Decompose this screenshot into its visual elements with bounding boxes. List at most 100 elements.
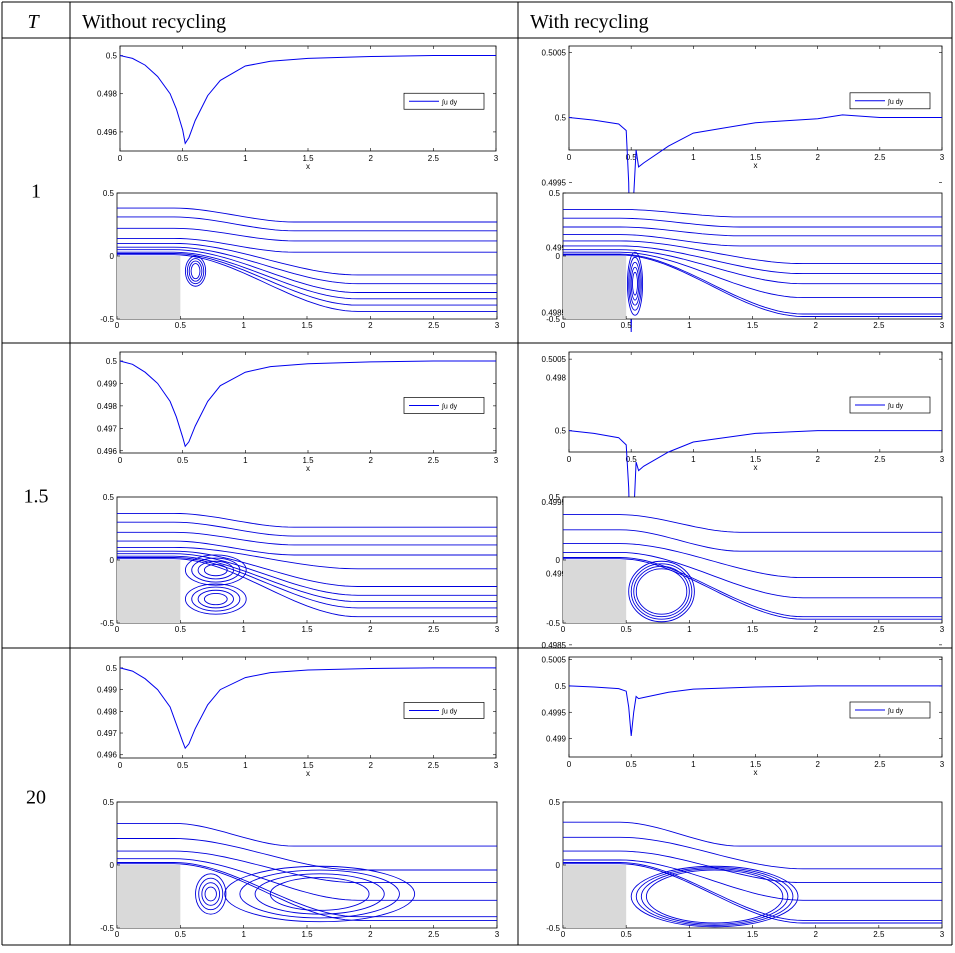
streamline [117, 555, 497, 603]
x-tick-label: 3 [494, 761, 499, 770]
legend-box [403, 92, 485, 110]
x-tick-label: 2 [815, 153, 820, 162]
y-tick-label: 0.496 [97, 128, 118, 137]
x-tick-label: 0 [118, 761, 123, 770]
vortex-loop [632, 271, 638, 296]
streamline [563, 251, 942, 299]
vortex-loop [254, 873, 385, 915]
streamline [563, 249, 942, 285]
x-tick-label: 0 [115, 930, 120, 939]
x-tick-label: 0.5 [621, 930, 633, 939]
x-tick-label: 0 [118, 154, 123, 163]
x-tick-label: 1 [691, 760, 696, 769]
y-tick-label: 0.5005 [542, 355, 567, 364]
x-tick-label: 2.5 [428, 930, 440, 939]
x-tick-label: 3 [940, 455, 945, 464]
y-tick-label: -0.5 [546, 315, 560, 324]
vortex-loop [203, 563, 228, 577]
x-tick-label: 2.5 [873, 625, 885, 634]
legend-label: ∫u dy [441, 99, 458, 106]
recirculation-zone [626, 251, 644, 316]
x-tick-label: 0.5 [175, 625, 187, 634]
y-tick-label: 0 [110, 252, 115, 261]
streamline [563, 253, 942, 315]
x-tick-label: 0.5 [621, 321, 633, 330]
y-tick-label: 0.497 [97, 729, 118, 738]
vortex-loop [197, 560, 234, 580]
x-tick-label: 0.5 [626, 760, 638, 769]
x-tick-label: 2 [368, 456, 373, 465]
vortex-loop [203, 592, 228, 606]
x-tick-label: 1.5 [750, 760, 762, 769]
x-tick-label: 2 [815, 760, 820, 769]
streamline [117, 546, 497, 570]
streamline [117, 216, 497, 232]
streamline [563, 240, 942, 265]
y-tick-label: 0 [110, 861, 115, 870]
recirculation-zone [184, 554, 247, 615]
x-tick-label: 1.5 [750, 153, 762, 162]
y-tick-label: -0.5 [100, 619, 114, 628]
line-plot: 0 0.5 1 1.5 2 2.5 3 x 0.499 0.4995 0.5 0.5005 ∫u dy [542, 656, 945, 777]
streamline [117, 512, 497, 528]
vortex-loop [188, 260, 203, 282]
streamline [563, 551, 942, 599]
legend-label: ∫u dy [441, 708, 458, 715]
y-tick-label: 0 [556, 556, 561, 565]
legend-box [403, 397, 485, 414]
y-tick-label: 0.5 [549, 189, 561, 198]
legend-box [849, 92, 931, 110]
line-plot: 0 0.5 1 1.5 2 2.5 3 x 0.496 0.498 0.5 ∫u dy [97, 45, 499, 171]
vortex-loop [628, 560, 695, 623]
x-tick-label: 2 [813, 930, 818, 939]
series-line [119, 55, 496, 145]
x-tick-label: 0.5 [177, 154, 189, 163]
vortex-loop [630, 563, 693, 620]
legend-box [403, 702, 485, 719]
x-tick-label: 1.5 [301, 321, 313, 330]
x-tick-label: 1.5 [750, 455, 762, 464]
x-tick-label: 1 [243, 761, 248, 770]
y-tick-label: 0.498 [97, 707, 118, 716]
x-tick-label: 0 [567, 760, 572, 769]
x-tick-label: 1 [243, 456, 248, 465]
y-tick-label: 0.5 [549, 493, 561, 502]
obstacle [117, 256, 181, 319]
vortex-loop [184, 583, 247, 615]
x-axis-label: x [306, 769, 310, 778]
x-tick-label: 1 [687, 321, 692, 330]
legend-label: ∫u dy [441, 403, 458, 410]
x-tick-label: 3 [940, 321, 945, 330]
x-tick-label: 2 [815, 455, 820, 464]
y-tick-label: 0.498 [546, 374, 567, 383]
streamline [117, 553, 497, 596]
x-axis-label: x [306, 162, 310, 171]
y-tick-label: -0.5 [546, 619, 560, 628]
x-tick-label: 2 [368, 761, 373, 770]
streamline-plot: 0 0.5 1 1.5 2 2.5 3-0.500.5 [100, 189, 500, 330]
y-tick-label: 0.497 [97, 424, 118, 433]
streamline [563, 821, 942, 847]
y-tick-label: 0.499 [546, 735, 567, 744]
x-tick-label: 0.5 [177, 761, 189, 770]
x-tick-label: 3 [940, 153, 945, 162]
header-without-recycling: Without recycling [82, 11, 226, 33]
vortex-loop [186, 258, 205, 285]
y-tick-label: 0.496 [97, 447, 118, 456]
x-tick-label: 1 [691, 455, 696, 464]
x-tick-label: 0.5 [177, 456, 189, 465]
x-tick-label: 1.5 [301, 930, 313, 939]
line-plot: 0 0.5 1 1.5 2 2.5 3x0.4980.49850.4990.49950.50… [542, 45, 945, 383]
streamline [117, 862, 497, 918]
x-tick-label: 0 [567, 455, 572, 464]
streamline [563, 529, 942, 552]
x-tick-label: 1.5 [747, 321, 759, 330]
y-tick-label: 0 [110, 556, 115, 565]
streamline [117, 838, 497, 871]
x-tick-label: 1.5 [301, 625, 313, 634]
y-tick-label: 0.5 [549, 798, 561, 807]
x-tick-label: 2.5 [428, 154, 440, 163]
legend-box [849, 701, 931, 719]
vortex-loop [640, 868, 789, 925]
y-tick-label: 0.4985 [542, 641, 567, 650]
